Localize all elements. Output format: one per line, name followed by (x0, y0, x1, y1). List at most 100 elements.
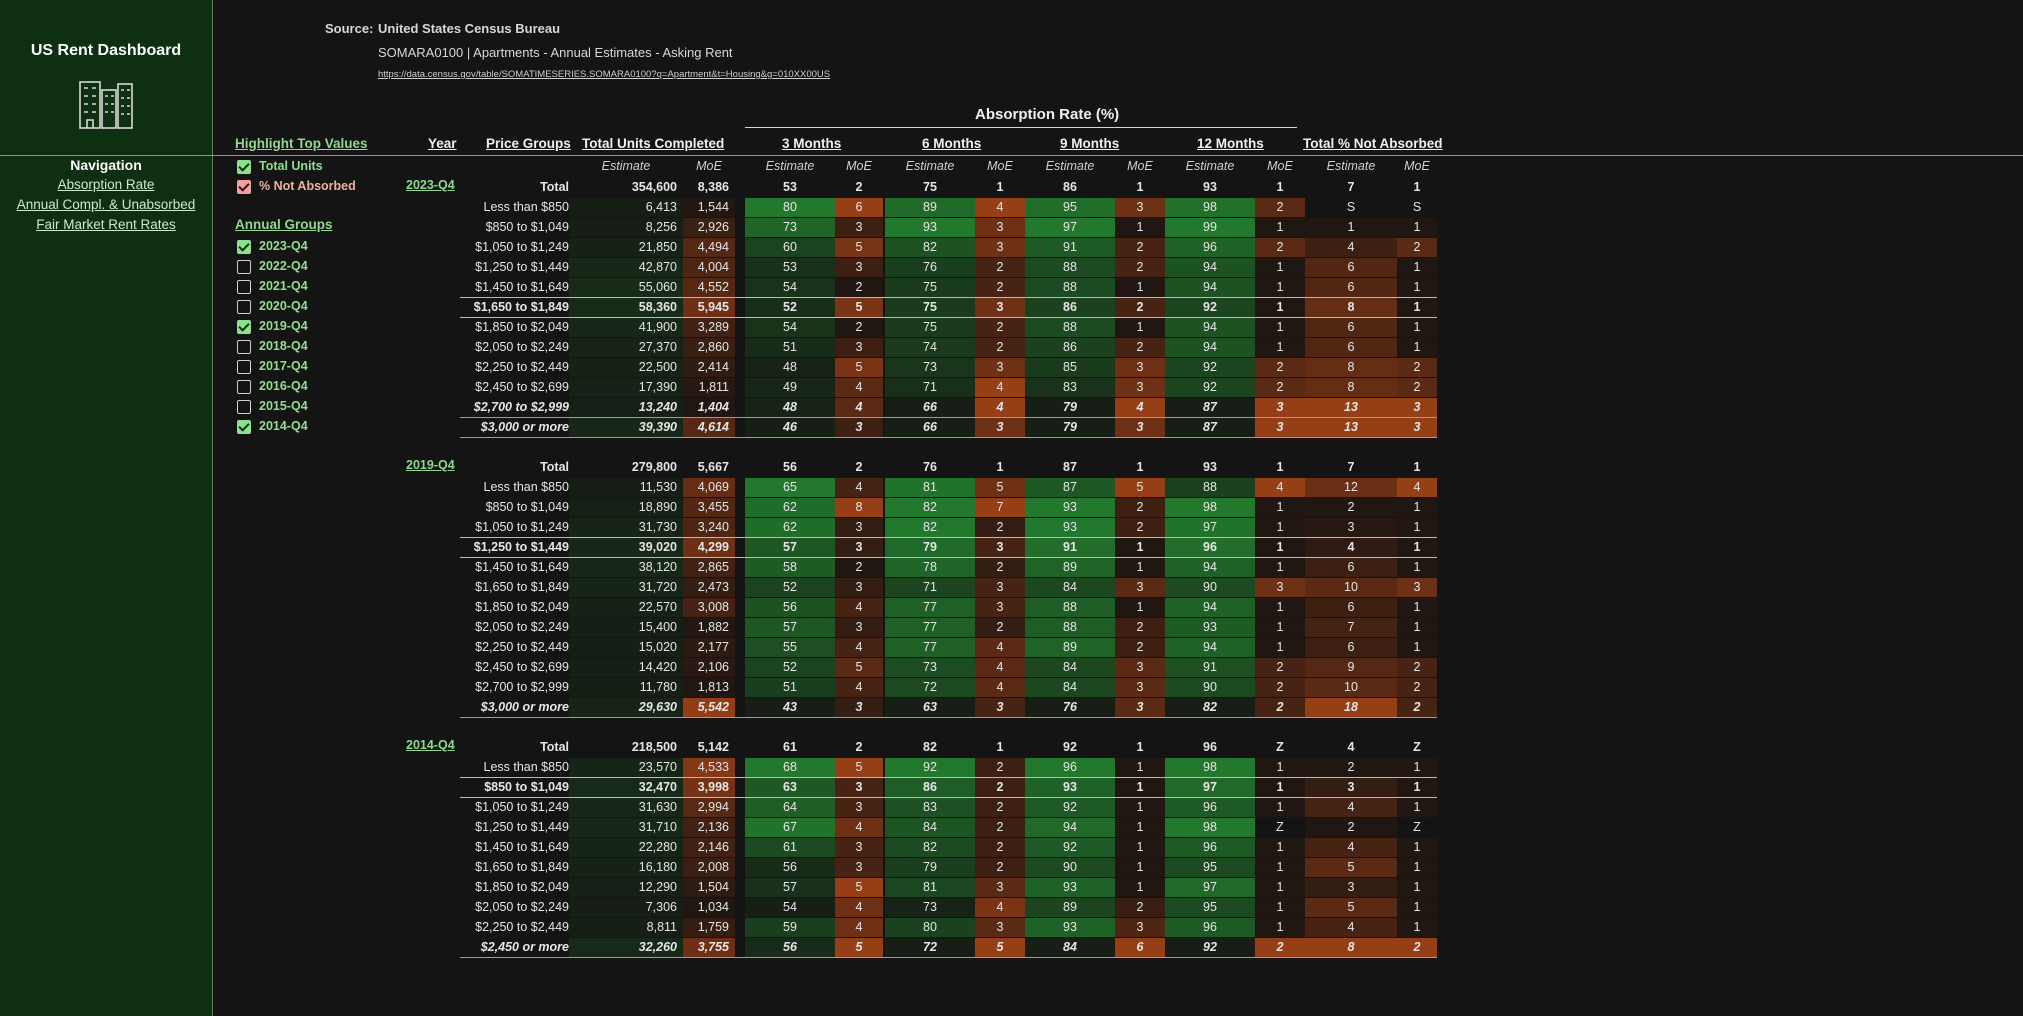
group-checkbox-2014-Q4[interactable] (237, 420, 251, 434)
table-cell: 93 (1025, 918, 1115, 937)
table-cell: 2 (1115, 258, 1165, 277)
table-cell: 5,542 (683, 698, 735, 717)
table-cell: 5 (835, 358, 883, 377)
year-link-2014-Q4[interactable]: 2014-Q4 (406, 738, 455, 752)
table-cell: 83 (1025, 378, 1115, 397)
price-group-label: $3,000 or more (480, 420, 569, 434)
table-cell: 1,882 (683, 618, 735, 637)
nav-link-fair-market-rent[interactable]: Fair Market Rent Rates (36, 217, 176, 232)
table-cell: 6 (1305, 598, 1397, 617)
nav-link-annual-completed[interactable]: Annual Compl. & Unabsorbed (16, 197, 196, 212)
table-cell: 1 (1397, 518, 1437, 537)
table-cell: 31,720 (569, 578, 683, 597)
group-checkbox-2021-Q4[interactable] (237, 280, 251, 294)
price-group-label: $1,850 to $2,049 (475, 600, 569, 614)
table-cell: 4,552 (683, 278, 735, 297)
total-units-header[interactable]: Total Units Completed (582, 136, 725, 151)
table-cell: 2,177 (683, 638, 735, 657)
table-cell: 54 (745, 278, 835, 297)
price-group-label: $2,250 to $2,449 (475, 360, 569, 374)
price-group-label: $2,250 to $2,449 (475, 920, 569, 934)
three-months-header[interactable]: 3 Months (782, 136, 842, 151)
group-checkbox-2015-Q4[interactable] (237, 400, 251, 414)
table-cell: 96 (1203, 740, 1217, 754)
table-cell: 1 (1255, 538, 1305, 557)
table-cell: 31,630 (569, 798, 683, 817)
price-group-label: $1,850 to $2,049 (475, 320, 569, 334)
table-cell: 11,530 (569, 478, 683, 497)
source-label: Source: (325, 21, 374, 36)
table-cell: 3,008 (683, 598, 735, 617)
table-cell: 93 (1025, 498, 1115, 517)
twelve-months-header[interactable]: 12 Months (1197, 136, 1264, 151)
table-cell: 32,260 (569, 938, 683, 957)
table-cell: 5,667 (697, 460, 729, 474)
nine-months-header[interactable]: 9 Months (1060, 136, 1120, 151)
table-cell: 1 (1255, 498, 1305, 517)
table-cell: 3,240 (683, 518, 735, 537)
table-cell: 2 (975, 778, 1025, 797)
table-cell: 6 (1305, 258, 1397, 277)
price-group-label: $2,450 or more (480, 940, 569, 954)
highlight-checkbox-total-units[interactable] (237, 160, 251, 174)
table-cell: 90 (1165, 578, 1255, 597)
table-cell: 4 (975, 638, 1025, 657)
table-cell: 1 (1255, 598, 1305, 617)
table-cell: 18 (1305, 698, 1397, 717)
table-cell: 3 (1397, 418, 1437, 437)
price-group-label: Total (540, 180, 569, 194)
group-checkbox-2022-Q4[interactable] (237, 260, 251, 274)
table-cell: 59 (745, 918, 835, 937)
group-checkbox-2020-Q4[interactable] (237, 300, 251, 314)
group-checkbox-2019-Q4[interactable] (237, 320, 251, 334)
year-link-2023-Q4[interactable]: 2023-Q4 (406, 178, 455, 192)
table-cell: 5 (1305, 858, 1397, 877)
table-cell: 81 (885, 878, 975, 897)
table-cell: 1 (1397, 598, 1437, 617)
table-cell: 31,710 (569, 818, 683, 837)
group-checkbox-2016-Q4[interactable] (237, 380, 251, 394)
price-group-label: $2,450 to $2,699 (475, 380, 569, 394)
table-cell: 51 (745, 338, 835, 357)
table-cell: 3 (1305, 878, 1397, 897)
table-cell: 61 (783, 740, 797, 754)
table-cell: 95 (1165, 858, 1255, 877)
table-cell: 97 (1165, 878, 1255, 897)
table-cell: 1 (1115, 598, 1165, 617)
price-group-label: $1,250 to $1,449 (475, 820, 569, 834)
table-cell: 4 (1115, 398, 1165, 417)
table-cell: 92 (1025, 838, 1115, 857)
year-header[interactable]: Year (428, 136, 457, 151)
table-cell: 84 (1025, 938, 1115, 957)
table-cell: 74 (885, 338, 975, 357)
table-cell: 1 (1397, 918, 1437, 937)
table-cell: 95 (1025, 198, 1115, 217)
table-cell: 6 (1115, 938, 1165, 957)
table-cell: 3 (975, 418, 1025, 437)
year-link-2019-Q4[interactable]: 2019-Q4 (406, 458, 455, 472)
highlight-checkbox-not-absorbed[interactable] (237, 180, 251, 194)
table-cell: 80 (885, 918, 975, 937)
source-url-link[interactable]: https://data.census.gov/table/SOMATIMESE… (378, 69, 831, 80)
table-cell: 84 (1025, 658, 1115, 677)
table-cell: 84 (1025, 578, 1115, 597)
price-groups-header[interactable]: Price Groups (486, 136, 571, 151)
table-cell: 3 (835, 258, 883, 277)
table-cell: 2,414 (683, 358, 735, 377)
group-checkbox-2017-Q4[interactable] (237, 360, 251, 374)
group-label: 2021-Q4 (259, 279, 308, 293)
group-checkbox-2023-Q4[interactable] (237, 240, 251, 254)
table-cell: 89 (1025, 898, 1115, 917)
table-cell: 12,290 (569, 878, 683, 897)
price-group-label: Less than $850 (483, 200, 570, 214)
table-cell: 1 (1255, 798, 1305, 817)
group-checkbox-2018-Q4[interactable] (237, 340, 251, 354)
table-cell: Z (1276, 820, 1284, 834)
table-cell: 1 (1255, 858, 1305, 877)
six-months-header[interactable]: 6 Months (922, 136, 982, 151)
nav-link-absorption-rate[interactable]: Absorption Rate (57, 177, 155, 192)
table-cell: 96 (1165, 238, 1255, 257)
table-cell: 75 (885, 318, 975, 337)
not-absorbed-header[interactable]: Total % Not Absorbed (1303, 136, 1443, 151)
table-cell: 71 (885, 578, 975, 597)
